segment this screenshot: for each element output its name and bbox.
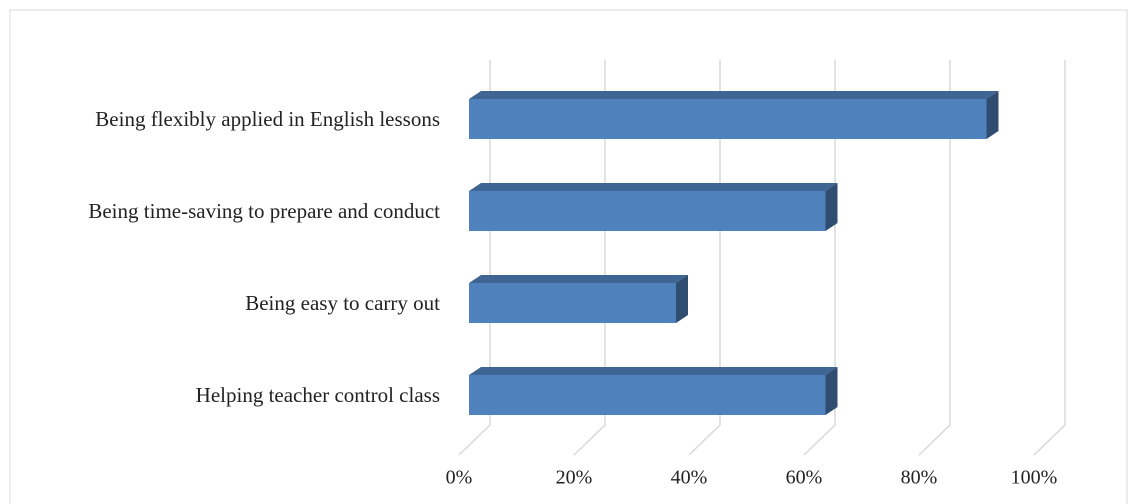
- category-text: Being flexibly applied in English lesson…: [95, 107, 440, 131]
- bar-side: [825, 183, 838, 231]
- bar-top: [469, 275, 688, 283]
- grid-line: [1033, 60, 1066, 456]
- bar-top: [469, 367, 838, 375]
- y-tick-label: Being time-saving to prepare and conduct: [40, 171, 440, 251]
- bar-front: [469, 191, 826, 231]
- grid-line: [573, 60, 606, 456]
- chart-border: [9, 9, 1128, 504]
- bar-side: [825, 367, 838, 415]
- x-tick-label: 80%: [901, 467, 938, 489]
- y-tick-label: Helping teacher control class: [40, 355, 440, 435]
- bar: [469, 275, 688, 323]
- bar-front: [469, 283, 676, 323]
- bar: [469, 183, 838, 231]
- bar: [469, 91, 999, 139]
- bar-top: [469, 183, 838, 191]
- category-text: Helping teacher control class: [195, 383, 440, 407]
- bar-front: [469, 99, 987, 139]
- x-tick-label: 20%: [556, 467, 593, 489]
- x-tick-label: 0%: [446, 467, 473, 489]
- category-text: Being easy to carry out: [245, 291, 440, 315]
- y-tick-label: Being flexibly applied in English lesson…: [40, 79, 440, 159]
- bar: [469, 367, 838, 415]
- grid-line: [688, 60, 721, 456]
- bar-top: [469, 91, 999, 99]
- x-tick-label: 60%: [786, 467, 823, 489]
- bar-side: [986, 91, 999, 139]
- bar-side: [676, 275, 688, 323]
- bar-front: [469, 375, 826, 415]
- category-text: Being time-saving to prepare and conduct: [88, 199, 440, 223]
- grid-line: [803, 60, 836, 456]
- grid-line: [458, 60, 491, 456]
- y-tick-label: Being easy to carry out: [40, 263, 440, 343]
- grid-line: [918, 60, 951, 456]
- x-tick-label: 100%: [1011, 467, 1058, 489]
- x-tick-label: 40%: [671, 467, 708, 489]
